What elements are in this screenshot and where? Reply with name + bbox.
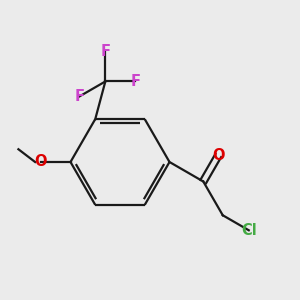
Text: F: F <box>130 74 140 89</box>
Text: F: F <box>100 44 110 59</box>
Text: F: F <box>74 89 84 104</box>
Text: O: O <box>212 148 224 163</box>
Text: O: O <box>34 154 47 169</box>
Text: Cl: Cl <box>241 223 256 238</box>
